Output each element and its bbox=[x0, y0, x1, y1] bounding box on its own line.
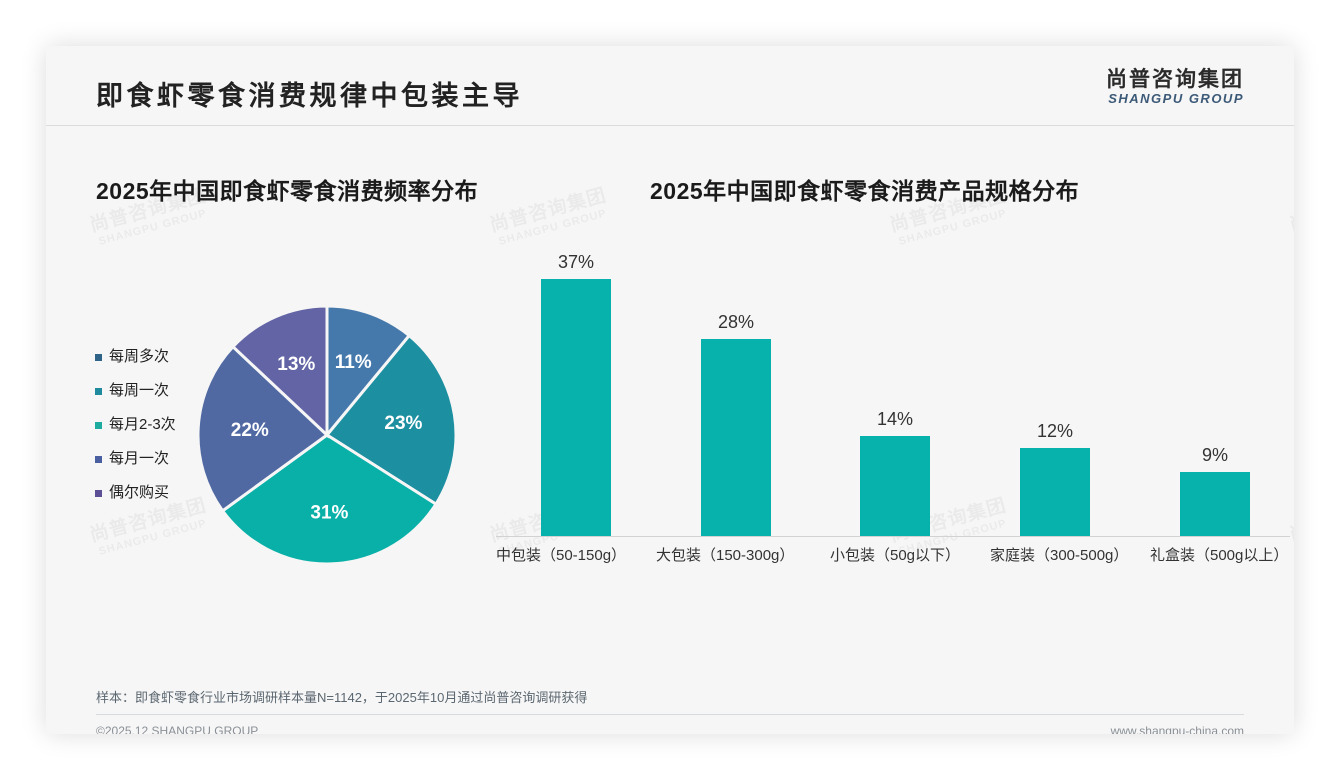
svg-text:13%: 13% bbox=[277, 354, 315, 375]
svg-text:31%: 31% bbox=[310, 502, 348, 523]
svg-text:23%: 23% bbox=[384, 413, 422, 434]
svg-text:22%: 22% bbox=[231, 420, 269, 441]
svg-text:11%: 11% bbox=[335, 352, 372, 373]
